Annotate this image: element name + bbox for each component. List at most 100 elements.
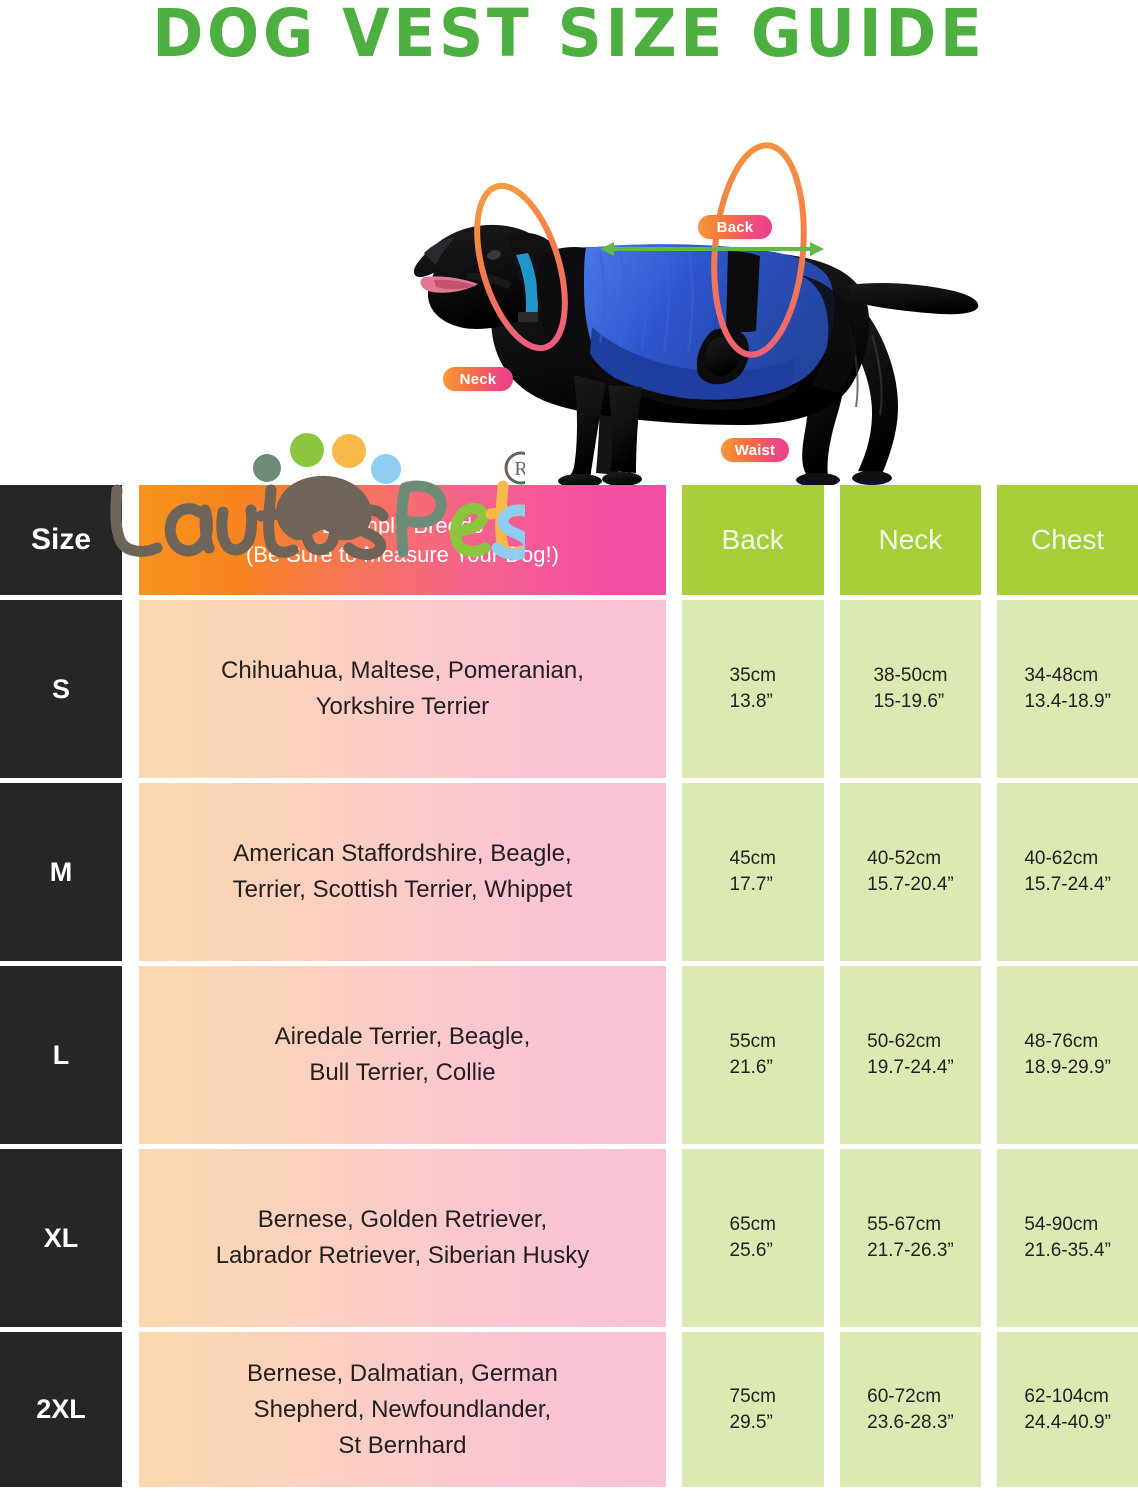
table-row: M American Staffordshire, Beagle, Terrier,…	[0, 783, 1138, 961]
breeds-line: Shepherd, Newfoundlander,	[253, 1395, 552, 1423]
cell-back-in: 21.6”	[729, 1057, 773, 1078]
label-neck: Neck	[443, 367, 513, 391]
cell-chest-cm: 40-62cm	[1024, 848, 1099, 869]
cell-neck: 50-62cm 19.7-24.4”	[839, 966, 982, 1144]
cell-neck-cm: 50-62cm	[867, 1031, 942, 1052]
measurement-loops	[474, 142, 807, 358]
hero-illustration: Back Neck Waist	[0, 95, 1138, 561]
cell-size: 2XL	[0, 1332, 123, 1487]
cell-neck: 55-67cm 21.7-26.3”	[839, 1149, 982, 1327]
logo-wordmark-lautus	[110, 484, 389, 561]
cell-neck: 60-72cm 23.6-28.3”	[839, 1332, 982, 1487]
cell-chest: 48-76cm 18.9-29.9”	[997, 966, 1138, 1144]
cell-neck-in: 15-19.6”	[873, 691, 945, 712]
dog-photo	[413, 224, 979, 485]
header-chest: Chest	[997, 485, 1138, 595]
cell-chest-in: 18.9-29.9”	[1024, 1057, 1111, 1078]
cell-neck-in: 19.7-24.4”	[867, 1057, 954, 1078]
cell-back: 55cm 21.6”	[681, 966, 824, 1144]
dog-collar	[516, 253, 538, 322]
cell-back-in: 17.7”	[729, 874, 773, 895]
cell-neck: 40-52cm 15.7-20.4”	[839, 783, 982, 961]
cell-back: 75cm 29.5”	[681, 1332, 824, 1487]
breeds-line: Bernese, Dalmatian, German	[247, 1359, 558, 1387]
header-back: Back	[681, 485, 824, 595]
cell-back-in: 25.6”	[729, 1240, 773, 1261]
cell-neck-in: 21.7-26.3”	[867, 1240, 954, 1261]
cell-back: 65cm 25.6”	[681, 1149, 824, 1327]
cell-neck-cm: 40-52cm	[867, 848, 942, 869]
breeds-line: Terrier, Scottish Terrier, Whippet	[232, 876, 573, 903]
paw-print-icon	[253, 433, 401, 541]
breeds-line: Chihuahua, Maltese, Pomeranian,	[221, 657, 584, 684]
cell-breeds: Airedale Terrier, Beagle, Bull Terrier, C…	[139, 966, 666, 1144]
back-measure-arrow	[600, 242, 824, 256]
header-neck: Neck	[839, 485, 982, 595]
breeds-line: St Bernhard	[338, 1431, 467, 1459]
svg-text:R: R	[514, 458, 525, 480]
cell-breeds: Bernese, Golden Retriever, Labrador Retri…	[139, 1149, 666, 1327]
cell-breeds: American Staffordshire, Beagle, Terrier, …	[139, 783, 666, 961]
table-row: 2XL Bernese, Dalmatian, German Shepherd, N…	[0, 1332, 1138, 1487]
cell-neck-cm: 60-72cm	[867, 1385, 942, 1407]
cell-chest: 54-90cm 21.6-35.4”	[997, 1149, 1138, 1327]
cell-chest: 40-62cm 15.7-24.4”	[997, 783, 1138, 961]
cell-back: 35cm 13.8”	[681, 600, 824, 778]
cell-size: M	[0, 783, 123, 961]
cell-chest: 34-48cm 13.4-18.9”	[997, 600, 1138, 778]
cell-chest-cm: 54-90cm	[1024, 1214, 1099, 1235]
cell-chest-cm: 48-76cm	[1024, 1031, 1099, 1052]
cell-chest-in: 15.7-24.4”	[1024, 874, 1111, 895]
table-row: S Chihuahua, Maltese, Pomeranian, Yorkshir…	[0, 600, 1138, 778]
table-body: S Chihuahua, Maltese, Pomeranian, Yorkshir…	[0, 600, 1138, 1487]
breeds-line: Labrador Retriever, Siberian Husky	[215, 1242, 590, 1269]
cell-neck-cm: 55-67cm	[867, 1214, 942, 1235]
cell-size: S	[0, 600, 123, 778]
size-table: Size Example Breeds (Be Sure to Measure …	[0, 485, 1138, 1487]
dog-front-leg	[558, 375, 642, 485]
dog-vest	[536, 244, 835, 411]
cell-chest-cm: 34-48cm	[1024, 665, 1099, 686]
cell-size: XL	[0, 1149, 123, 1327]
registered-trademark-icon: R	[504, 451, 525, 485]
cell-neck-in: 23.6-28.3”	[867, 1411, 954, 1433]
dog-haunch	[800, 275, 858, 393]
neck-measure-loop	[474, 182, 568, 352]
waist-measure-loop	[711, 142, 807, 358]
dog-eye	[487, 250, 501, 260]
cell-back-in: 29.5”	[729, 1411, 773, 1433]
dog-tail	[848, 283, 979, 315]
dog-rear-paws	[796, 471, 892, 485]
dog-snout-highlight	[424, 236, 456, 265]
table-row: L Airedale Terrier, Beagle, Bull Terrier, …	[0, 966, 1138, 1144]
label-back: Back	[698, 215, 772, 239]
breeds-line: Yorkshire Terrier	[315, 693, 490, 720]
cell-back-cm: 35cm	[729, 665, 776, 686]
breeds-line: Bernese, Golden Retriever,	[257, 1206, 548, 1233]
cell-back-cm: 65cm	[729, 1214, 776, 1235]
brand-logo: R	[110, 433, 525, 561]
cell-breeds: Chihuahua, Maltese, Pomeranian, Yorkshire…	[139, 600, 666, 778]
cell-chest-in: 13.4-18.9”	[1024, 691, 1111, 712]
cell-back-cm: 55cm	[729, 1031, 776, 1052]
header-size: Size	[0, 485, 123, 595]
breeds-line: American Staffordshire, Beagle,	[233, 840, 572, 867]
cell-neck: 38-50cm 15-19.6”	[839, 600, 982, 778]
cell-chest-cm: 62-104cm	[1024, 1385, 1109, 1407]
cell-chest-in: 21.6-35.4”	[1024, 1240, 1111, 1261]
breeds-line: Bull Terrier, Collie	[309, 1059, 496, 1086]
cell-back-cm: 75cm	[729, 1385, 776, 1407]
cell-back-in: 13.8”	[729, 691, 773, 712]
cell-back-cm: 45cm	[729, 848, 776, 869]
cell-chest: 62-104cm 24.4-40.9”	[997, 1332, 1138, 1487]
cell-back: 45cm 17.7”	[681, 783, 824, 961]
breeds-line: Airedale Terrier, Beagle,	[274, 1023, 531, 1050]
cell-chest-in: 24.4-40.9”	[1024, 1411, 1111, 1433]
cell-size: L	[0, 966, 123, 1144]
cell-neck-in: 15.7-20.4”	[867, 874, 954, 895]
label-waist: Waist	[721, 438, 789, 462]
cell-neck-cm: 38-50cm	[873, 665, 948, 686]
cell-breeds: Bernese, Dalmatian, German Shepherd, Newf…	[139, 1332, 666, 1487]
page-title: DOG VEST SIZE GUIDE	[152, 0, 986, 72]
